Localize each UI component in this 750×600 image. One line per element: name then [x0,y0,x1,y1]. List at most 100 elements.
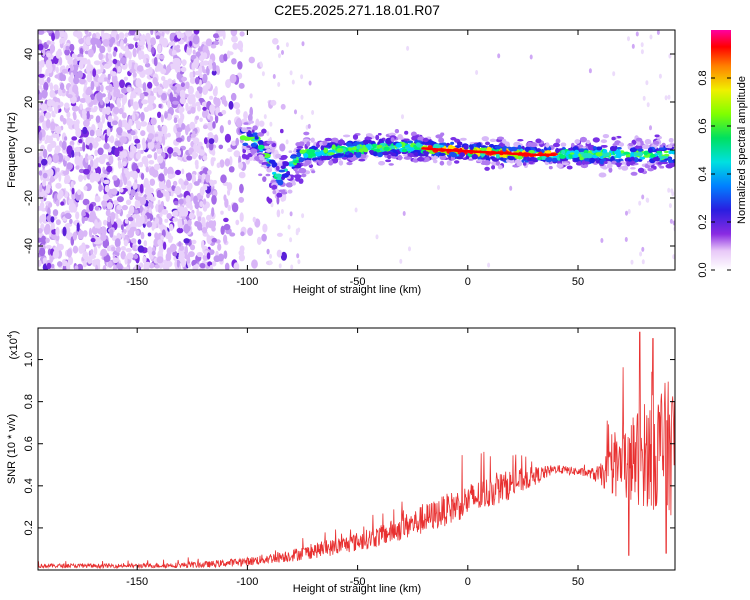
heatmap-cell [251,259,258,269]
heatmap-cell [156,256,164,264]
heatmap-cell [50,121,56,131]
heatmap-cell [85,107,92,113]
heatmap-cell [358,158,366,162]
heatmap-cell [52,113,56,118]
heatmap-cell [268,260,272,266]
heatmap-cell [335,153,344,157]
heatmap-cell [280,155,288,159]
heatmap-cell [181,123,186,130]
heatmap-cell [475,70,479,75]
heatmap-cell [194,77,200,85]
heatmap-cell [116,33,120,41]
heatmap-cell [660,156,669,159]
heatmap-cell [235,137,239,146]
heatmap-cell [113,90,117,98]
heatmap-cell [58,189,64,199]
heatmap-cell [135,229,140,236]
heatmap-cell [649,34,653,40]
heatmap-cell [201,227,208,234]
heatmap-cell [94,195,101,203]
heatmap-cell [64,102,70,109]
heatmap-cell [43,81,49,92]
heatmap-cell [114,147,120,157]
heatmap-cell [87,48,94,58]
heatmap-cell [140,172,145,180]
heatmap-cell [107,115,113,122]
heatmap-cell [59,72,65,82]
heatmap-cell [658,73,662,79]
heatmap-cell [123,76,129,81]
heatmap-cell [124,218,129,224]
heatmap-cell [103,142,110,150]
heatmap-cell [250,143,257,148]
heatmap-cell [61,68,69,74]
heatmap-cell [441,142,447,146]
heatmap-cell [202,124,208,130]
spectrogram-x-label: Height of straight line (km) [293,284,421,296]
heatmap-cell [109,228,114,238]
heatmap-cell [72,111,77,118]
heatmap-cell [112,120,118,126]
heatmap-cell [500,157,504,161]
heatmap-cell [160,68,167,75]
heatmap-cell [118,52,123,59]
heatmap-cell [198,79,202,86]
heatmap-cell [536,149,541,152]
heatmap-cell [367,139,372,144]
heatmap-cell [168,41,176,47]
heatmap-cell [220,225,225,235]
heatmap-cell [183,207,189,217]
heatmap-cell [509,185,513,191]
heatmap-cell [177,206,185,213]
heatmap-cell [307,148,316,154]
heatmap-cell [252,125,258,131]
heatmap-cell [296,253,300,259]
heatmap-cell [553,142,560,148]
heatmap-cell [256,236,262,245]
heatmap-cell [285,42,289,48]
heatmap-cell [257,144,265,150]
heatmap-cell [154,81,159,87]
heatmap-cell [67,256,74,266]
heatmap-cell [54,145,61,153]
heatmap-cell [67,94,73,99]
heatmap-cell [581,160,586,166]
heatmap-cell [38,43,44,51]
heatmap-cell [83,174,87,181]
heatmap-cell [266,140,274,145]
heatmap-cell [146,195,152,200]
heatmap-cell [145,32,151,41]
heatmap-cell [667,187,671,193]
heatmap-cell [408,246,411,252]
heatmap-cell [135,121,142,130]
heatmap-cell [460,137,467,141]
heatmap-cell [128,59,132,70]
heatmap-cell [166,213,172,220]
heatmap-cell [171,49,177,56]
heatmap-cell [231,35,238,43]
heatmap-cell [45,185,51,194]
heatmap-cell [120,246,126,251]
heatmap-cell [592,146,597,150]
heatmap-cell [112,264,117,270]
heatmap-cell [128,118,133,127]
heatmap-cell [259,61,263,67]
heatmap-cell [42,148,48,159]
heatmap-cell [93,171,97,178]
heatmap-cell [185,102,189,112]
heatmap-cell [550,153,556,157]
heatmap-cell [197,105,201,112]
heatmap-cell [630,156,635,161]
heatmap-cell [100,177,105,182]
heatmap-cell [62,226,67,237]
heatmap-cell [103,63,111,69]
heatmap-cell [65,234,71,239]
heatmap-cell [306,141,311,147]
heatmap-cell [297,259,301,265]
heatmap-cell [226,182,233,191]
heatmap-cell [155,203,159,213]
heatmap-cell [118,32,125,40]
heatmap-cell [232,42,239,50]
heatmap-cell [299,149,306,154]
heatmap-cell [600,139,608,144]
